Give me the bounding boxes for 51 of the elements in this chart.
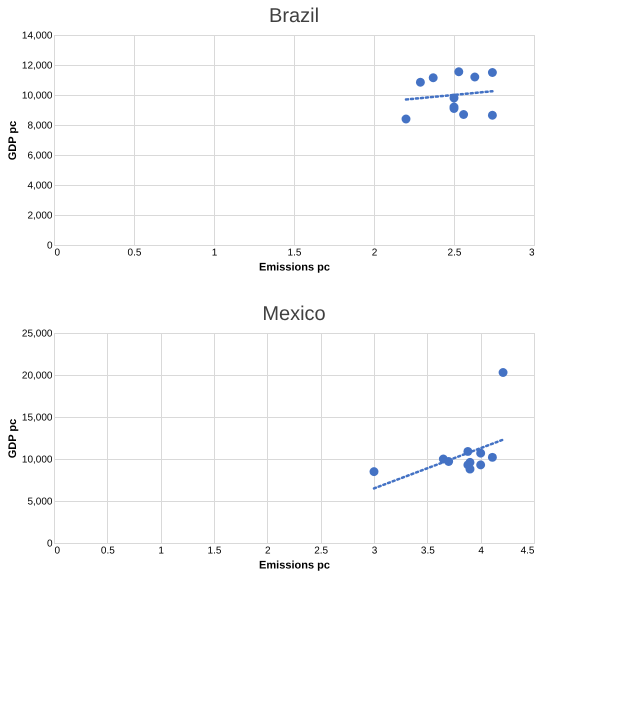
x-tick-label: 0	[54, 546, 60, 556]
x-tick-label: 3	[372, 546, 378, 556]
x-tick-label: 4.5	[520, 546, 535, 556]
x-tick-label: 1.5	[208, 546, 222, 556]
y-tick-label: 2,000	[27, 210, 53, 222]
y-tick-label: 10,000	[22, 454, 53, 466]
point	[466, 464, 474, 474]
x-tick-label: 2.5	[314, 546, 329, 556]
x-tick-label: 1	[158, 546, 164, 556]
chart-title: Mexico	[262, 303, 326, 325]
point	[370, 467, 378, 476]
y-tick-label: 10,000	[22, 90, 53, 102]
point	[459, 110, 468, 119]
y-tick-label: 4,000	[27, 180, 53, 192]
y-tick-label: 0	[46, 538, 53, 550]
x-tick-label: 0.5	[100, 546, 116, 556]
y-axis-title: GDP pc	[6, 418, 19, 458]
y-tick-label: 20,000	[22, 370, 53, 382]
x-tick-label: 0	[54, 248, 60, 258]
point	[488, 452, 497, 462]
x-tick-label: 2	[372, 248, 378, 258]
point	[488, 68, 497, 77]
point	[428, 73, 438, 82]
x-tick-label: 0.5	[128, 248, 142, 258]
y-tick-label: 12,000	[22, 60, 53, 72]
x-tick-label: 2.5	[448, 248, 462, 258]
point	[402, 114, 410, 124]
point	[416, 78, 425, 87]
point	[470, 72, 480, 82]
y-tick-label: 14,000	[22, 30, 53, 42]
x-tick-label: 3	[528, 248, 535, 258]
y-tick-label: 15,000	[22, 412, 53, 424]
y-tick-label: 6,000	[27, 150, 53, 162]
x-tick-label: 1.5	[288, 248, 302, 258]
point	[476, 448, 486, 458]
x-tick-label: 2	[265, 546, 272, 556]
x-axis-title: Emissions pc	[259, 262, 330, 274]
y-tick-label: 8,000	[27, 120, 53, 132]
x-tick-label: 3.5	[420, 546, 436, 556]
y-tick-label: 25,000	[22, 328, 53, 340]
point	[454, 67, 464, 76]
point	[498, 368, 508, 377]
chart-title: Brazil	[268, 5, 320, 27]
y-axis-title: GDP pc	[6, 120, 19, 160]
x-axis-title: Emissions pc	[259, 560, 330, 572]
y-tick-label: 0	[46, 240, 53, 252]
x-tick-label: 1	[212, 248, 218, 258]
point	[488, 110, 497, 120]
x-tick-label: 4	[478, 546, 484, 556]
y-tick-label: 5,000	[27, 496, 53, 508]
point	[476, 460, 486, 470]
